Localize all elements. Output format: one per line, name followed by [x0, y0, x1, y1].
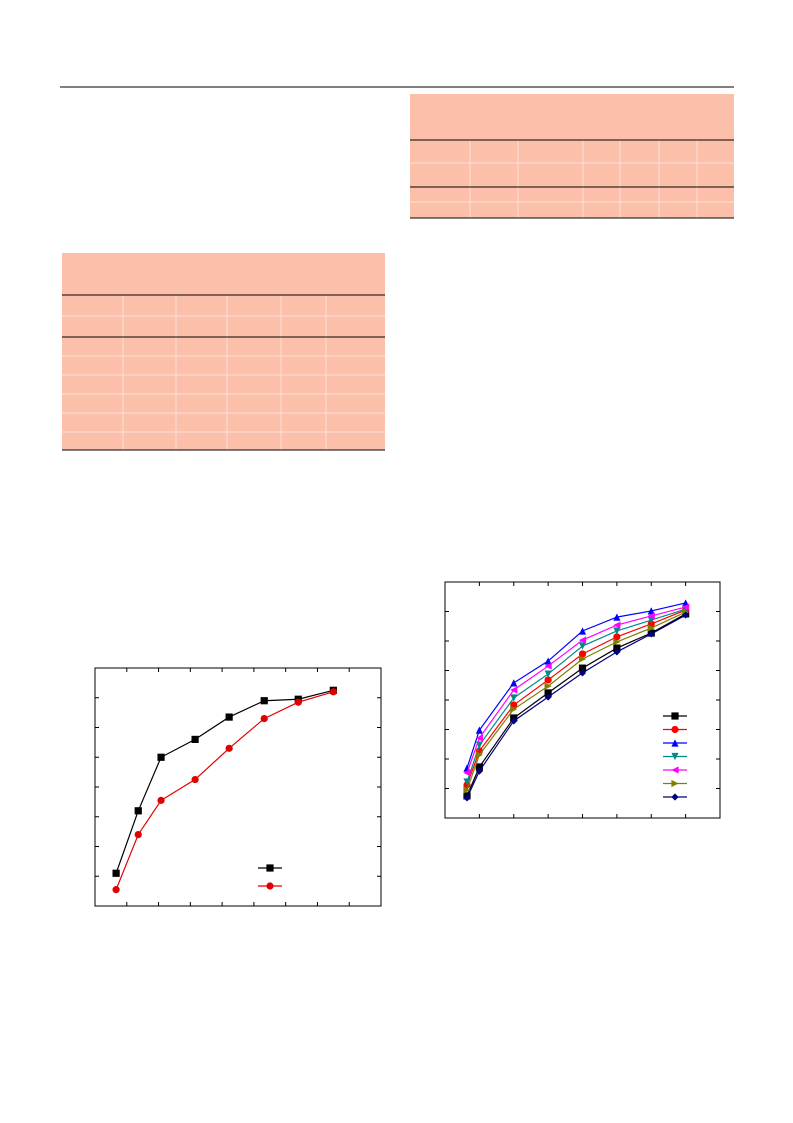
marker — [647, 630, 655, 638]
marker — [647, 607, 655, 615]
marker — [578, 642, 587, 650]
marker — [225, 713, 233, 721]
legend-marker — [671, 739, 679, 747]
marker — [475, 734, 483, 742]
marker — [134, 807, 142, 815]
series-line — [466, 613, 686, 797]
series-line — [466, 608, 686, 783]
marker — [510, 686, 518, 694]
marker — [463, 794, 471, 802]
legend-marker — [671, 752, 679, 761]
marker — [613, 638, 621, 646]
series-line — [466, 606, 686, 774]
marker — [294, 698, 302, 706]
table-grid — [410, 140, 734, 218]
table — [410, 94, 734, 219]
marker — [613, 621, 621, 629]
table-bg — [62, 253, 385, 450]
marker — [260, 697, 268, 705]
marker — [578, 650, 587, 658]
marker — [510, 717, 518, 725]
series-line — [115, 689, 334, 874]
marker — [510, 694, 518, 702]
marker — [682, 611, 690, 619]
series-line — [466, 602, 686, 769]
series-line — [466, 611, 686, 791]
marker — [475, 726, 483, 734]
legend-marker — [671, 766, 679, 774]
marker — [578, 627, 587, 635]
table-bg — [410, 94, 734, 218]
marker — [544, 657, 552, 665]
marker — [578, 669, 587, 677]
marker — [613, 633, 621, 641]
marker — [134, 831, 142, 839]
marker — [225, 744, 233, 752]
marker — [329, 688, 337, 696]
marker — [157, 796, 165, 804]
marker — [544, 693, 552, 701]
marker — [510, 705, 518, 713]
marker — [475, 751, 483, 759]
marker — [544, 689, 552, 697]
legend-marker — [671, 712, 679, 720]
plot-frame — [94, 667, 382, 907]
marker — [112, 886, 120, 894]
marker — [682, 603, 690, 611]
series-line — [466, 614, 686, 799]
marker — [613, 648, 621, 656]
chart — [94, 667, 382, 907]
marker — [475, 767, 483, 775]
legend-marker — [671, 793, 679, 801]
series-line — [466, 609, 686, 786]
marker — [157, 753, 165, 761]
marker — [647, 612, 655, 620]
legend-marker — [266, 882, 274, 890]
marker — [260, 714, 268, 723]
marker — [613, 627, 621, 635]
table-grid — [62, 295, 385, 450]
marker — [544, 676, 552, 684]
marker — [544, 662, 552, 670]
marker — [475, 763, 483, 771]
legend-marker — [266, 864, 274, 872]
legend-marker — [671, 779, 679, 788]
marker — [647, 624, 655, 632]
legend-marker — [671, 725, 679, 734]
marker — [463, 786, 471, 794]
marker — [613, 613, 621, 621]
marker — [191, 775, 199, 784]
marker — [613, 644, 621, 652]
marker — [544, 682, 552, 690]
marker — [463, 764, 471, 772]
marker — [578, 655, 587, 663]
marker — [510, 679, 518, 687]
marker — [191, 735, 199, 743]
marker — [544, 670, 552, 678]
series-line — [115, 691, 334, 890]
marker — [112, 869, 120, 877]
marker — [463, 769, 471, 777]
table — [62, 253, 385, 451]
marker — [463, 778, 471, 786]
marker — [578, 636, 587, 644]
marker — [578, 664, 587, 672]
chart — [444, 581, 721, 819]
